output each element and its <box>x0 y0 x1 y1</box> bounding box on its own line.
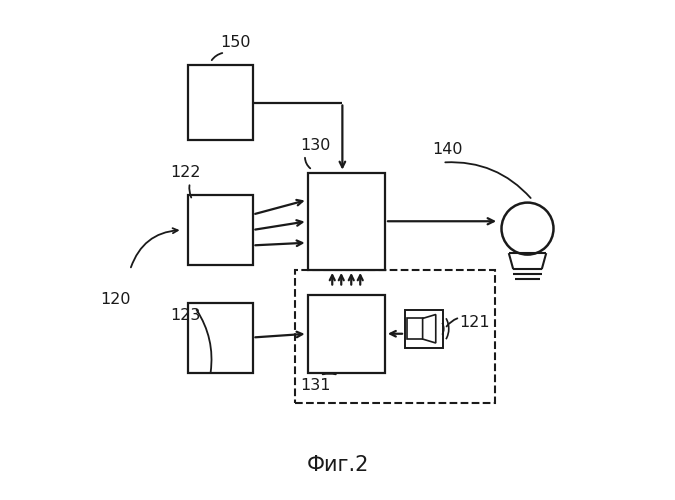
Bar <box>308 172 385 270</box>
Text: 130: 130 <box>300 138 330 152</box>
Polygon shape <box>423 314 436 343</box>
Text: Фиг.2: Фиг.2 <box>306 455 369 475</box>
Bar <box>308 295 385 372</box>
Text: 122: 122 <box>169 165 200 180</box>
Bar <box>407 318 423 339</box>
Bar <box>295 270 495 402</box>
Bar <box>188 65 252 140</box>
Text: 121: 121 <box>460 315 490 330</box>
Bar <box>188 302 252 372</box>
Text: 150: 150 <box>220 35 250 50</box>
Bar <box>405 310 443 348</box>
Text: 140: 140 <box>432 142 463 158</box>
Text: 123: 123 <box>170 308 200 322</box>
Text: 131: 131 <box>300 378 330 392</box>
Bar <box>188 195 252 265</box>
Text: 120: 120 <box>100 292 130 308</box>
